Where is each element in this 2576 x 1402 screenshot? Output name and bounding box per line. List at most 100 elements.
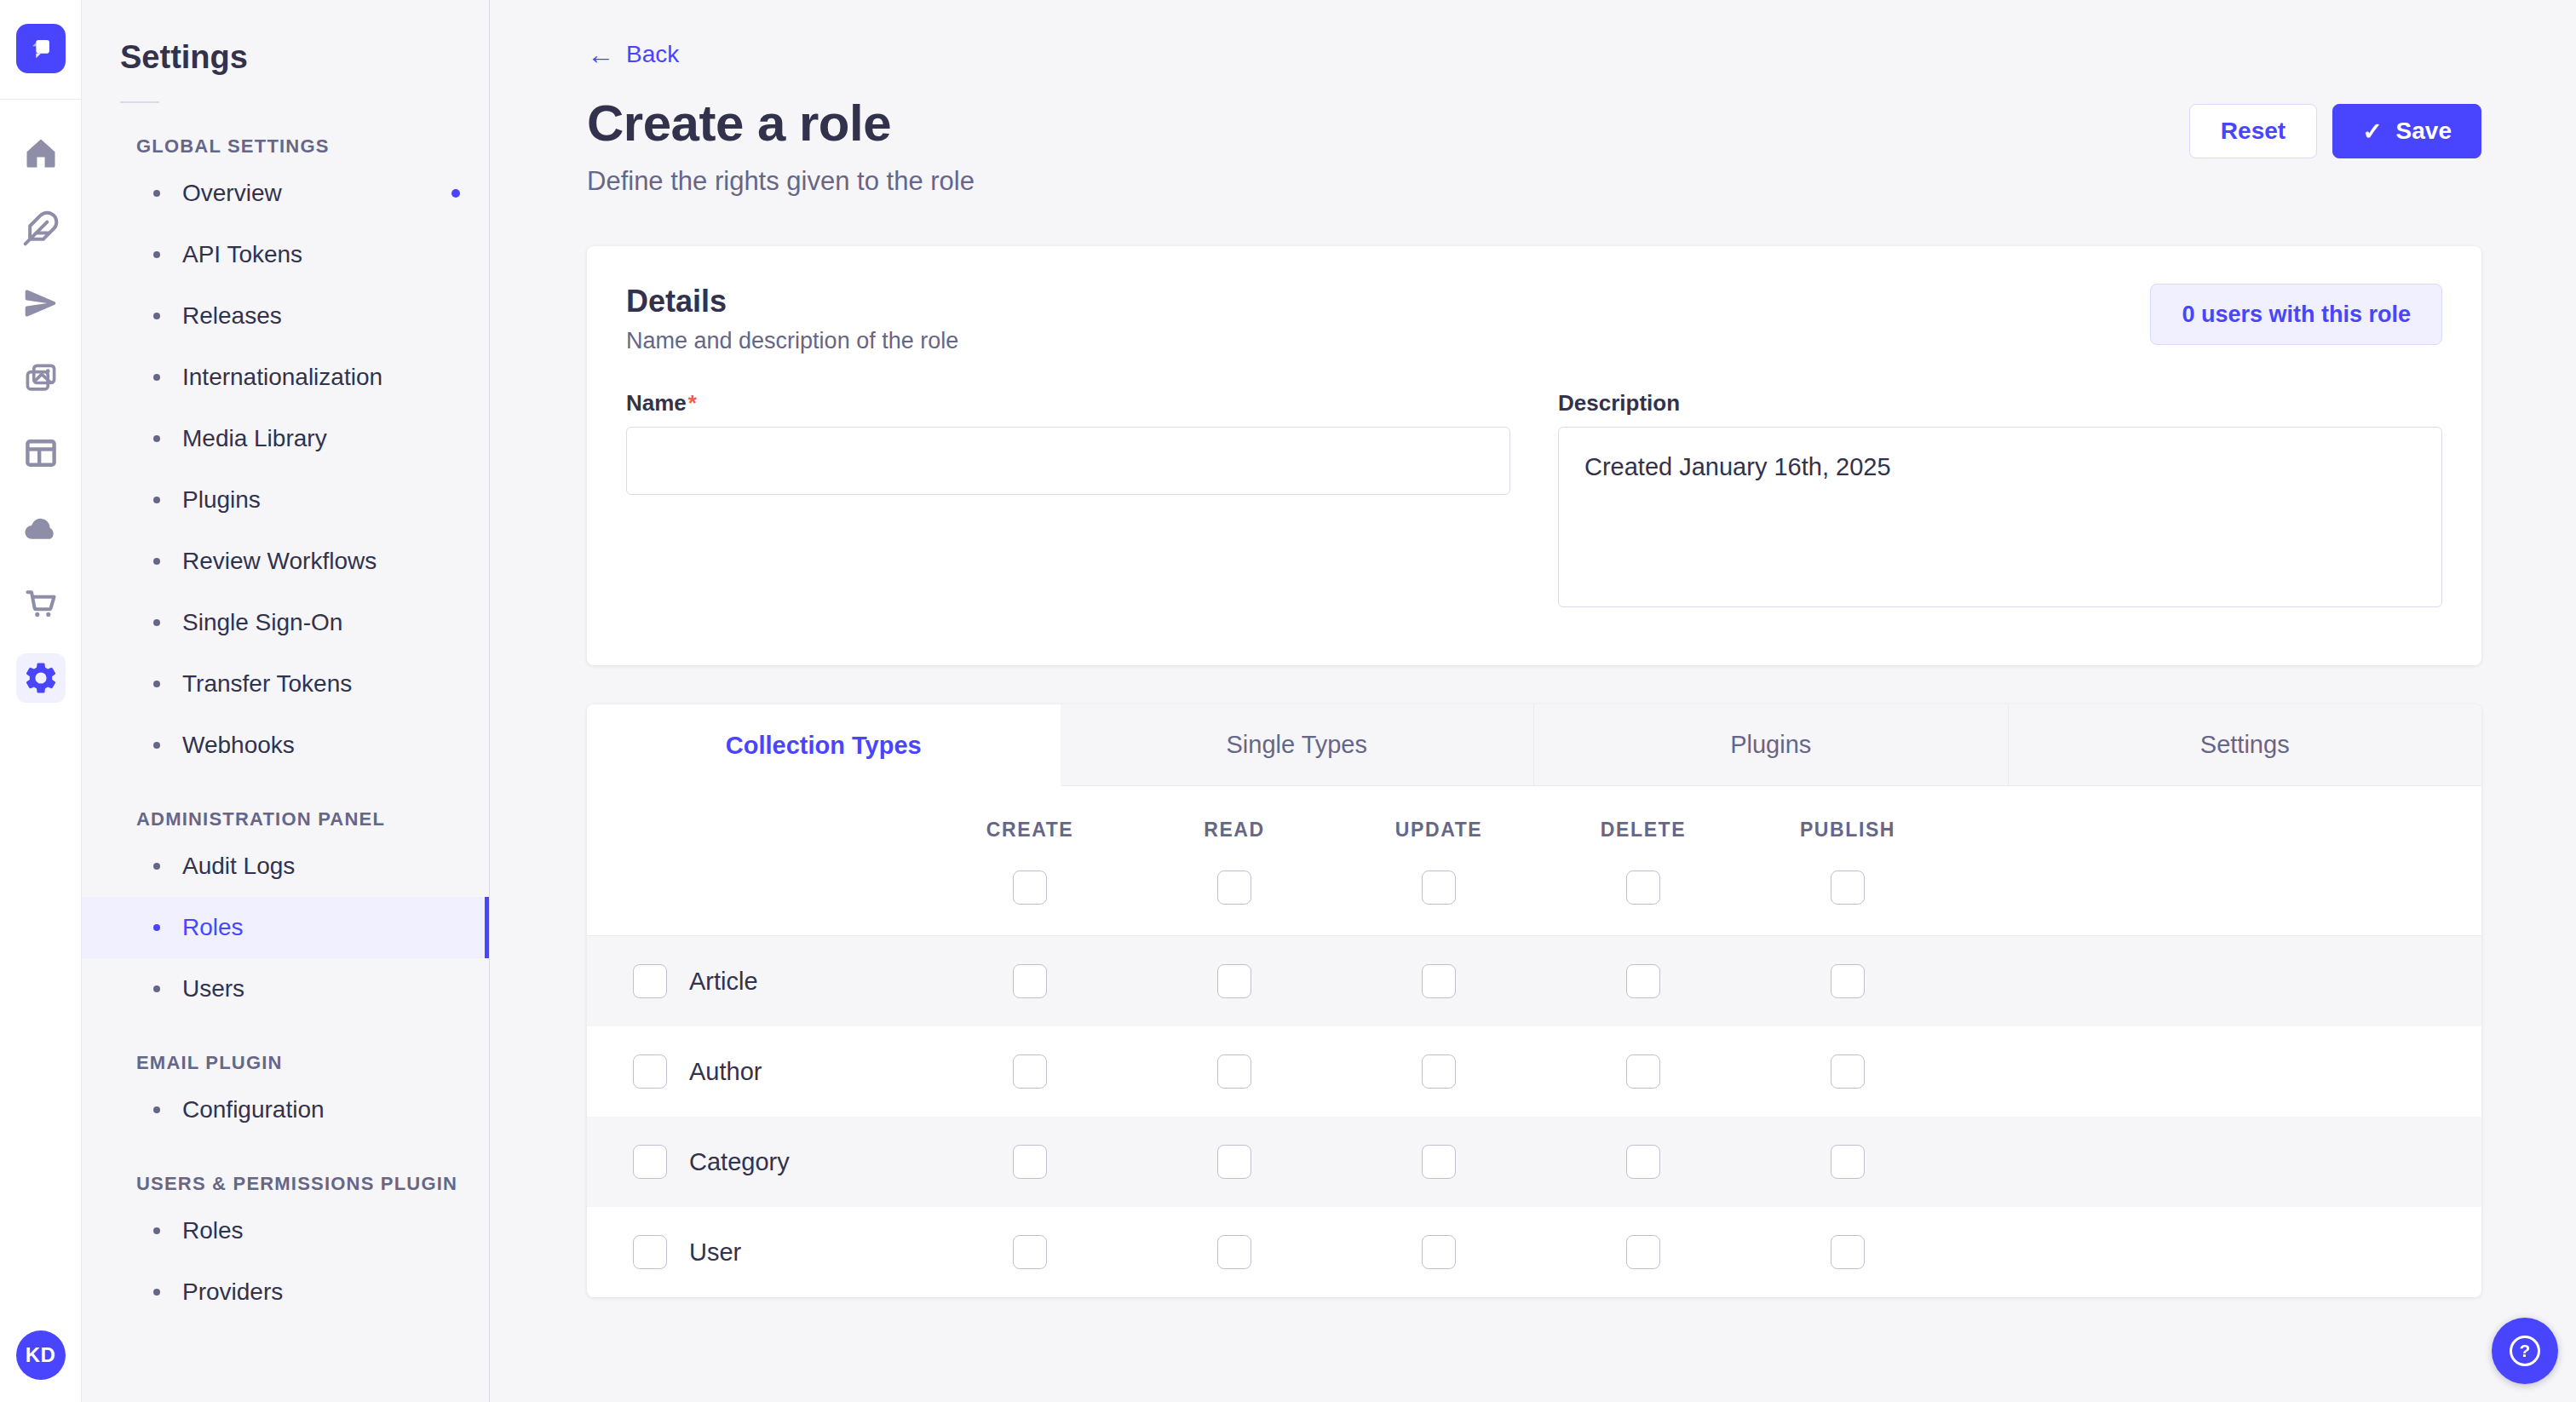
- user-delete-checkbox[interactable]: [1626, 1235, 1660, 1269]
- content-feather-icon[interactable]: [16, 204, 66, 253]
- page-subtitle: Define the rights given to the role: [587, 166, 975, 197]
- bullet-icon: [153, 1227, 160, 1234]
- sidebar-item-users[interactable]: Users: [82, 958, 489, 1020]
- category-create-checkbox[interactable]: [1013, 1145, 1047, 1179]
- sidebar-item-releases[interactable]: Releases: [82, 285, 489, 347]
- tab-collection-types[interactable]: Collection Types: [587, 704, 1061, 786]
- logo-area: [0, 0, 81, 100]
- permissions-column-header: CREATE READ UPDATE DELETE PUBLISH: [587, 786, 2481, 936]
- content-type-layout-icon[interactable]: [16, 428, 66, 478]
- select-all-update-checkbox[interactable]: [1422, 871, 1456, 905]
- strapi-logo[interactable]: [16, 24, 66, 73]
- column-header-spacer: [587, 819, 928, 905]
- select-all-read-checkbox[interactable]: [1217, 871, 1251, 905]
- media-library-images-icon[interactable]: [16, 353, 66, 403]
- bullet-icon: [153, 985, 160, 992]
- user-row-checkbox[interactable]: [633, 1235, 667, 1269]
- article-update-checkbox[interactable]: [1422, 964, 1456, 998]
- name-input[interactable]: [626, 427, 1510, 495]
- sidebar-item-internationalization[interactable]: Internationalization: [82, 347, 489, 408]
- notification-dot: [451, 189, 460, 198]
- sidebar-item-single-sign-on[interactable]: Single Sign-On: [82, 592, 489, 653]
- user-read-checkbox[interactable]: [1217, 1235, 1251, 1269]
- permissions-card: Collection Types Single Types Plugins Se…: [587, 704, 2481, 1297]
- article-read-checkbox[interactable]: [1217, 964, 1251, 998]
- sidebar-item-api-tokens[interactable]: API Tokens: [82, 224, 489, 285]
- sidebar-item-up-providers[interactable]: Providers: [82, 1261, 489, 1323]
- description-textarea[interactable]: Created January 16th, 2025: [1558, 427, 2442, 607]
- sidebar-item-transfer-tokens[interactable]: Transfer Tokens: [82, 653, 489, 715]
- settings-subnav: Settings GLOBAL SETTINGS Overview API To…: [82, 0, 490, 1402]
- select-all-publish-checkbox[interactable]: [1831, 871, 1865, 905]
- details-subtitle: Name and description of the role: [626, 328, 958, 354]
- strapi-logo-icon: [26, 34, 55, 63]
- subnav-title: Settings: [120, 39, 489, 76]
- user-avatar[interactable]: KD: [16, 1330, 66, 1380]
- sidebar-item-up-roles[interactable]: Roles: [82, 1200, 489, 1261]
- name-field-group: Name*: [626, 390, 1510, 611]
- author-publish-checkbox[interactable]: [1831, 1054, 1865, 1089]
- check-icon: ✓: [2362, 118, 2382, 146]
- article-row-checkbox[interactable]: [633, 964, 667, 998]
- category-delete-checkbox[interactable]: [1626, 1145, 1660, 1179]
- settings-gear-icon[interactable]: [16, 653, 66, 703]
- subnav-divider: [120, 101, 159, 103]
- article-create-checkbox[interactable]: [1013, 964, 1047, 998]
- back-link[interactable]: ← Back: [587, 41, 679, 68]
- home-icon[interactable]: [16, 129, 66, 178]
- users-with-role-badge[interactable]: 0 users with this role: [2150, 284, 2442, 345]
- column-read: READ: [1132, 819, 1337, 905]
- author-delete-checkbox[interactable]: [1626, 1054, 1660, 1089]
- tab-plugins[interactable]: Plugins: [1533, 704, 2008, 786]
- author-create-checkbox[interactable]: [1013, 1054, 1047, 1089]
- sidebar-item-review-workflows[interactable]: Review Workflows: [82, 531, 489, 592]
- required-asterisk: *: [688, 390, 697, 416]
- release-paper-plane-icon[interactable]: [16, 279, 66, 328]
- category-read-checkbox[interactable]: [1217, 1145, 1251, 1179]
- bullet-icon: [153, 251, 160, 258]
- bullet-icon: [153, 1289, 160, 1296]
- user-create-checkbox[interactable]: [1013, 1235, 1047, 1269]
- bullet-icon: [153, 435, 160, 442]
- select-all-delete-checkbox[interactable]: [1626, 871, 1660, 905]
- reset-button[interactable]: Reset: [2189, 104, 2317, 158]
- save-button[interactable]: ✓ Save: [2332, 104, 2481, 158]
- select-all-create-checkbox[interactable]: [1013, 871, 1047, 905]
- email-plugin-list: Configuration: [82, 1079, 489, 1141]
- bullet-icon: [153, 374, 160, 381]
- category-row-checkbox[interactable]: [633, 1145, 667, 1179]
- article-publish-checkbox[interactable]: [1831, 964, 1865, 998]
- bullet-icon: [153, 558, 160, 565]
- page-header: Create a role Define the rights given to…: [587, 94, 2481, 197]
- category-publish-checkbox[interactable]: [1831, 1145, 1865, 1179]
- user-publish-checkbox[interactable]: [1831, 1235, 1865, 1269]
- sidebar-item-configuration[interactable]: Configuration: [82, 1079, 489, 1141]
- user-update-checkbox[interactable]: [1422, 1235, 1456, 1269]
- article-delete-checkbox[interactable]: [1626, 964, 1660, 998]
- row-label-cell: Article: [587, 964, 928, 998]
- description-label: Description: [1558, 390, 2442, 417]
- sidebar-item-audit-logs[interactable]: Audit Logs: [82, 836, 489, 897]
- help-button[interactable]: ?: [2492, 1318, 2558, 1384]
- column-delete: DELETE: [1541, 819, 1745, 905]
- author-row-checkbox[interactable]: [633, 1054, 667, 1089]
- page-title: Create a role: [587, 94, 975, 152]
- deploy-cloud-icon[interactable]: [16, 503, 66, 553]
- sidebar-item-plugins[interactable]: Plugins: [82, 469, 489, 531]
- sidebar-item-media-library[interactable]: Media Library: [82, 408, 489, 469]
- sidebar-item-webhooks[interactable]: Webhooks: [82, 715, 489, 776]
- sidebar-item-overview[interactable]: Overview: [82, 163, 489, 224]
- sidebar-item-roles-active[interactable]: Roles: [82, 897, 489, 958]
- marketplace-cart-icon[interactable]: [16, 578, 66, 628]
- category-update-checkbox[interactable]: [1422, 1145, 1456, 1179]
- tab-settings[interactable]: Settings: [2008, 704, 2482, 786]
- main-nav-rail: KD: [0, 0, 82, 1402]
- tab-single-types[interactable]: Single Types: [1061, 704, 1534, 786]
- main-content: ← Back Create a role Define the rights g…: [490, 0, 2576, 1402]
- bullet-icon: [153, 742, 160, 749]
- rail-nav: [16, 129, 66, 703]
- global-settings-list: Overview API Tokens Releases Internation…: [82, 163, 489, 776]
- permission-row-author: Author: [587, 1026, 2481, 1117]
- author-read-checkbox[interactable]: [1217, 1054, 1251, 1089]
- author-update-checkbox[interactable]: [1422, 1054, 1456, 1089]
